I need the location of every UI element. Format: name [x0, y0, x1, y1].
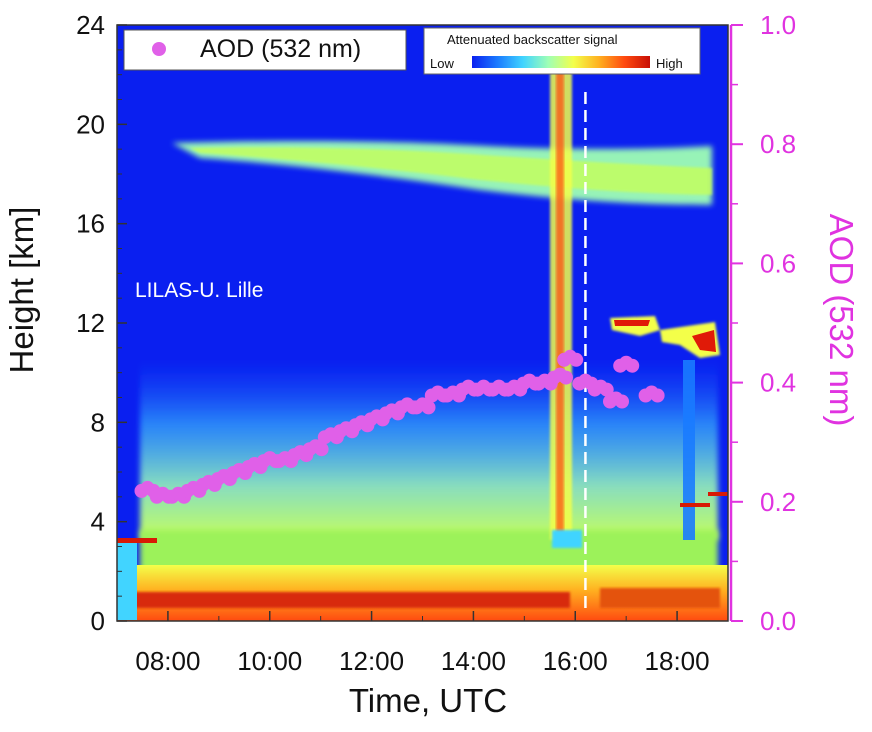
colorbar-title: Attenuated backscatter signal [447, 32, 618, 47]
colorbar-high: High [656, 56, 683, 71]
colorbar: Attenuated backscatter signal Low High [423, 27, 701, 75]
aod-data-point [569, 352, 584, 367]
cirrus-cloud [610, 316, 720, 358]
right-tick-label: 0.4 [760, 368, 796, 398]
late-red-line [680, 503, 710, 507]
early-column [117, 540, 137, 620]
aod-data-point [625, 358, 640, 373]
right-tick-label: 0.0 [760, 606, 796, 636]
colorbar-low: Low [430, 56, 454, 71]
surface-red-band [130, 592, 570, 608]
cloud-column-core [556, 60, 564, 540]
aod-data-point [599, 382, 614, 397]
bottom-tick-label: 16:00 [543, 646, 608, 676]
bottom-tick-label: 10:00 [237, 646, 302, 676]
aod-data-point [615, 394, 629, 409]
aerosol-layer [140, 360, 718, 540]
late-column [683, 360, 695, 540]
left-tick-label: 0 [91, 606, 105, 636]
right-tick-label: 0.8 [760, 129, 796, 159]
early-red-line [117, 538, 157, 543]
legend: AOD (532 nm) [123, 29, 407, 71]
left-tick-label: 12 [76, 308, 105, 338]
aod-data-point [421, 400, 436, 415]
legend-label: AOD (532 nm) [200, 35, 361, 63]
late-red-line-2 [708, 492, 728, 496]
left-tick-label: 4 [91, 507, 105, 537]
right-tick-label: 0.6 [760, 248, 796, 278]
surface-red-band-2 [600, 588, 720, 608]
stratospheric-core [190, 147, 712, 195]
y-axis-right-title: AOD (532 nm) [823, 214, 860, 427]
x-axis-title: Time, UTC [349, 682, 507, 719]
cloud-column-base [552, 530, 582, 548]
station-label: LILAS-U. Lille [135, 279, 263, 302]
left-tick-label: 16 [76, 209, 105, 239]
bottom-axis: 08:00 10:00 12:00 14:00 16:00 18:00 [116, 611, 729, 676]
right-tick-label: 0.2 [760, 487, 796, 517]
bottom-tick-label: 14:00 [441, 646, 506, 676]
aod-data-point [650, 388, 665, 403]
left-tick-label: 24 [76, 10, 105, 40]
left-axis: 0 4 8 12 16 20 24 [76, 10, 127, 636]
left-tick-label: 8 [91, 407, 105, 437]
left-tick-label: 20 [76, 109, 105, 139]
legend-marker [152, 42, 166, 56]
heatmap [117, 25, 728, 621]
bottom-tick-label: 12:00 [339, 646, 404, 676]
aod-data-point [314, 442, 329, 457]
colorbar-gradient [472, 56, 650, 68]
bottom-tick-label: 18:00 [645, 646, 710, 676]
right-tick-label: 1.0 [760, 10, 796, 40]
aod-series [134, 349, 665, 504]
cirrus-core [614, 320, 716, 352]
y-axis-left-title: Height [km] [3, 207, 40, 374]
legend-box [123, 29, 407, 71]
right-axis: 0.0 0.2 0.4 0.6 0.8 1.0 [731, 10, 796, 636]
bottom-tick-label: 08:00 [135, 646, 200, 676]
aod-data-point [559, 370, 573, 385]
